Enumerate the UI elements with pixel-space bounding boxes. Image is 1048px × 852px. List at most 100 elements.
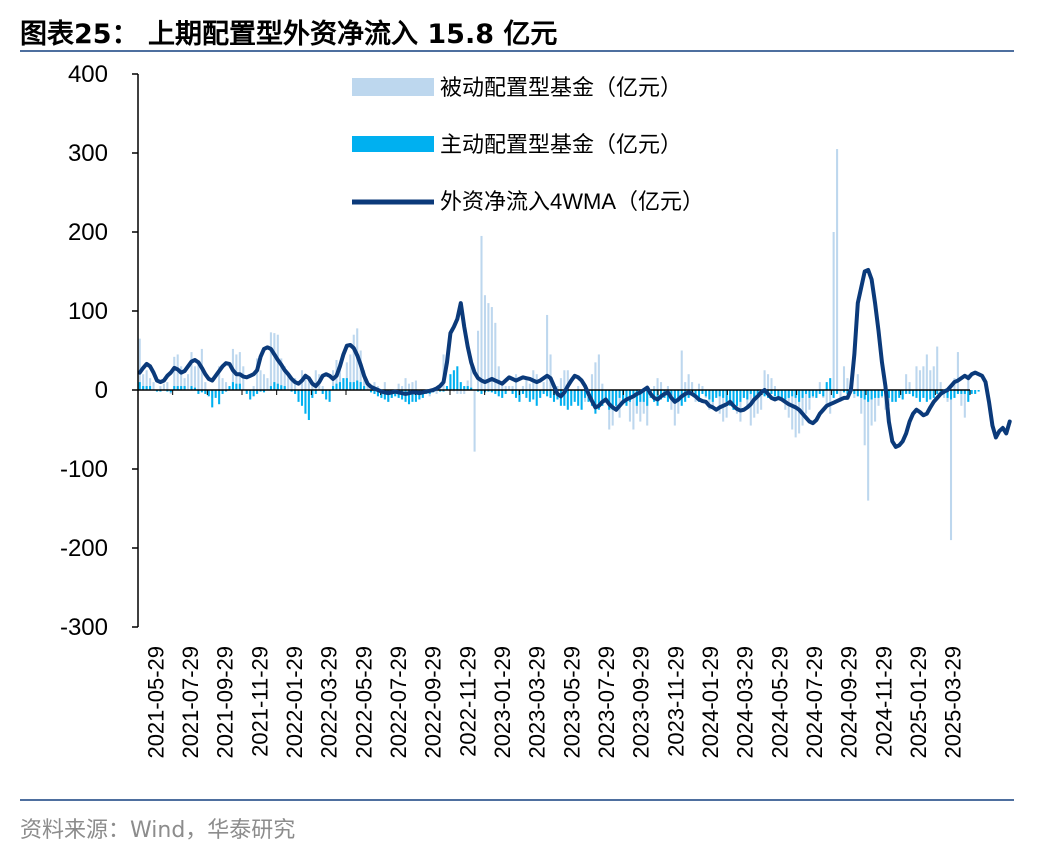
active-bar: [749, 390, 752, 394]
active-bar: [159, 390, 162, 392]
passive-bar: [414, 380, 417, 390]
active-bar: [677, 390, 680, 402]
active-bar: [528, 390, 531, 402]
passive-bar: [176, 354, 179, 390]
active-bar: [922, 390, 925, 398]
passive-bar: [739, 390, 742, 422]
passive-bar: [494, 322, 497, 390]
active-bar: [856, 390, 859, 397]
active-bar: [908, 390, 911, 394]
x-tick-label: 2024-07-29: [802, 646, 827, 759]
passive-bar: [452, 390, 455, 392]
active-bar: [345, 378, 348, 390]
x-tick-label: 2023-09-29: [629, 646, 654, 759]
x-tick-label: 2021-09-29: [213, 646, 238, 759]
active-bar: [597, 390, 600, 410]
active-bar: [611, 390, 614, 410]
passive-bar: [159, 386, 162, 390]
figure-title: 图表25： 上期配置型外资净流入 15.8 亿元: [20, 19, 558, 50]
active-bar: [169, 390, 172, 393]
passive-bar: [183, 378, 186, 390]
passive-bar: [905, 374, 908, 390]
active-bar: [497, 390, 500, 397]
y-axis: -300 -200 -100 0 100 200 300 400: [60, 61, 139, 641]
active-bar: [977, 390, 980, 392]
passive-bar: [801, 390, 804, 426]
active-bar: [639, 390, 642, 402]
active-bar: [352, 382, 355, 390]
active-bar: [380, 390, 383, 398]
active-bar: [787, 390, 790, 398]
passive-bar: [925, 354, 928, 390]
active-bar: [532, 390, 535, 400]
active-bar: [514, 390, 518, 398]
active-bar: [445, 386, 449, 390]
active-bar: [584, 390, 587, 398]
active-bar: [566, 390, 569, 410]
active-bar: [290, 390, 293, 392]
y-tick-label: -100: [60, 456, 108, 483]
passive-bar: [273, 333, 276, 390]
passive-bar: [749, 390, 752, 426]
active-bar: [573, 390, 576, 402]
active-bar: [294, 390, 297, 394]
x-tick-label: 2021-05-29: [143, 646, 168, 759]
active-bar: [214, 390, 217, 398]
active-bar: [804, 390, 808, 394]
active-bar: [808, 390, 811, 398]
active-bar: [673, 390, 676, 400]
active-bar: [166, 390, 169, 392]
active-bar: [929, 390, 932, 400]
active-bar: [708, 390, 711, 400]
active-bar: [956, 390, 959, 394]
x-tick-label: 2024-05-29: [767, 646, 792, 759]
passive-bar: [867, 390, 870, 501]
active-bar: [925, 390, 928, 402]
passive-bar: [352, 334, 355, 390]
passive-bar: [684, 382, 687, 390]
x-tick-label: 2023-01-29: [490, 646, 515, 759]
x-tick-label: 2025-01-29: [906, 646, 931, 759]
passive-bar: [397, 383, 400, 390]
x-tick-label: 2021-11-29: [247, 646, 272, 757]
active-bar: [918, 390, 921, 402]
passive-bar: [280, 358, 283, 390]
x-axis: 2021-05-29 2021-07-29 2021-09-29 2021-11-29…: [143, 646, 965, 759]
active-bar: [449, 374, 452, 390]
active-bar: [311, 390, 314, 398]
passive-bar: [459, 390, 462, 394]
passive-bar: [563, 370, 566, 390]
active-bar: [794, 390, 797, 398]
y-tick-label: 300: [68, 140, 108, 167]
passive-bar: [770, 378, 773, 390]
active-bar: [746, 390, 749, 400]
active-bar: [742, 390, 745, 398]
passive-bar: [666, 386, 669, 390]
x-tick-label: 2024-03-29: [733, 646, 758, 759]
active-bar: [729, 390, 732, 406]
active-bar: [753, 390, 756, 398]
active-bar: [552, 390, 556, 402]
passive-bar: [760, 390, 763, 410]
passive-bar: [932, 366, 935, 390]
y-tick-label: -200: [60, 535, 108, 562]
active-bar: [877, 390, 880, 398]
active-bar: [853, 390, 856, 394]
x-tick-label: 2022-11-29: [455, 646, 480, 757]
passive-bar: [204, 382, 207, 390]
active-bar: [252, 390, 255, 397]
x-tick-label: 2021-07-29: [178, 646, 203, 759]
passive-bar: [521, 386, 524, 390]
active-bar: [218, 390, 221, 405]
passive-bar: [256, 358, 259, 390]
active-bar: [490, 390, 493, 393]
passive-bar: [687, 374, 690, 390]
passive-bar: [501, 382, 504, 390]
active-bar: [960, 390, 963, 394]
passive-bar: [825, 390, 828, 406]
active-bar: [221, 390, 224, 394]
active-bar: [715, 390, 718, 398]
passive-bar: [138, 338, 141, 390]
passive-bar: [349, 354, 352, 390]
active-bar: [722, 390, 725, 398]
